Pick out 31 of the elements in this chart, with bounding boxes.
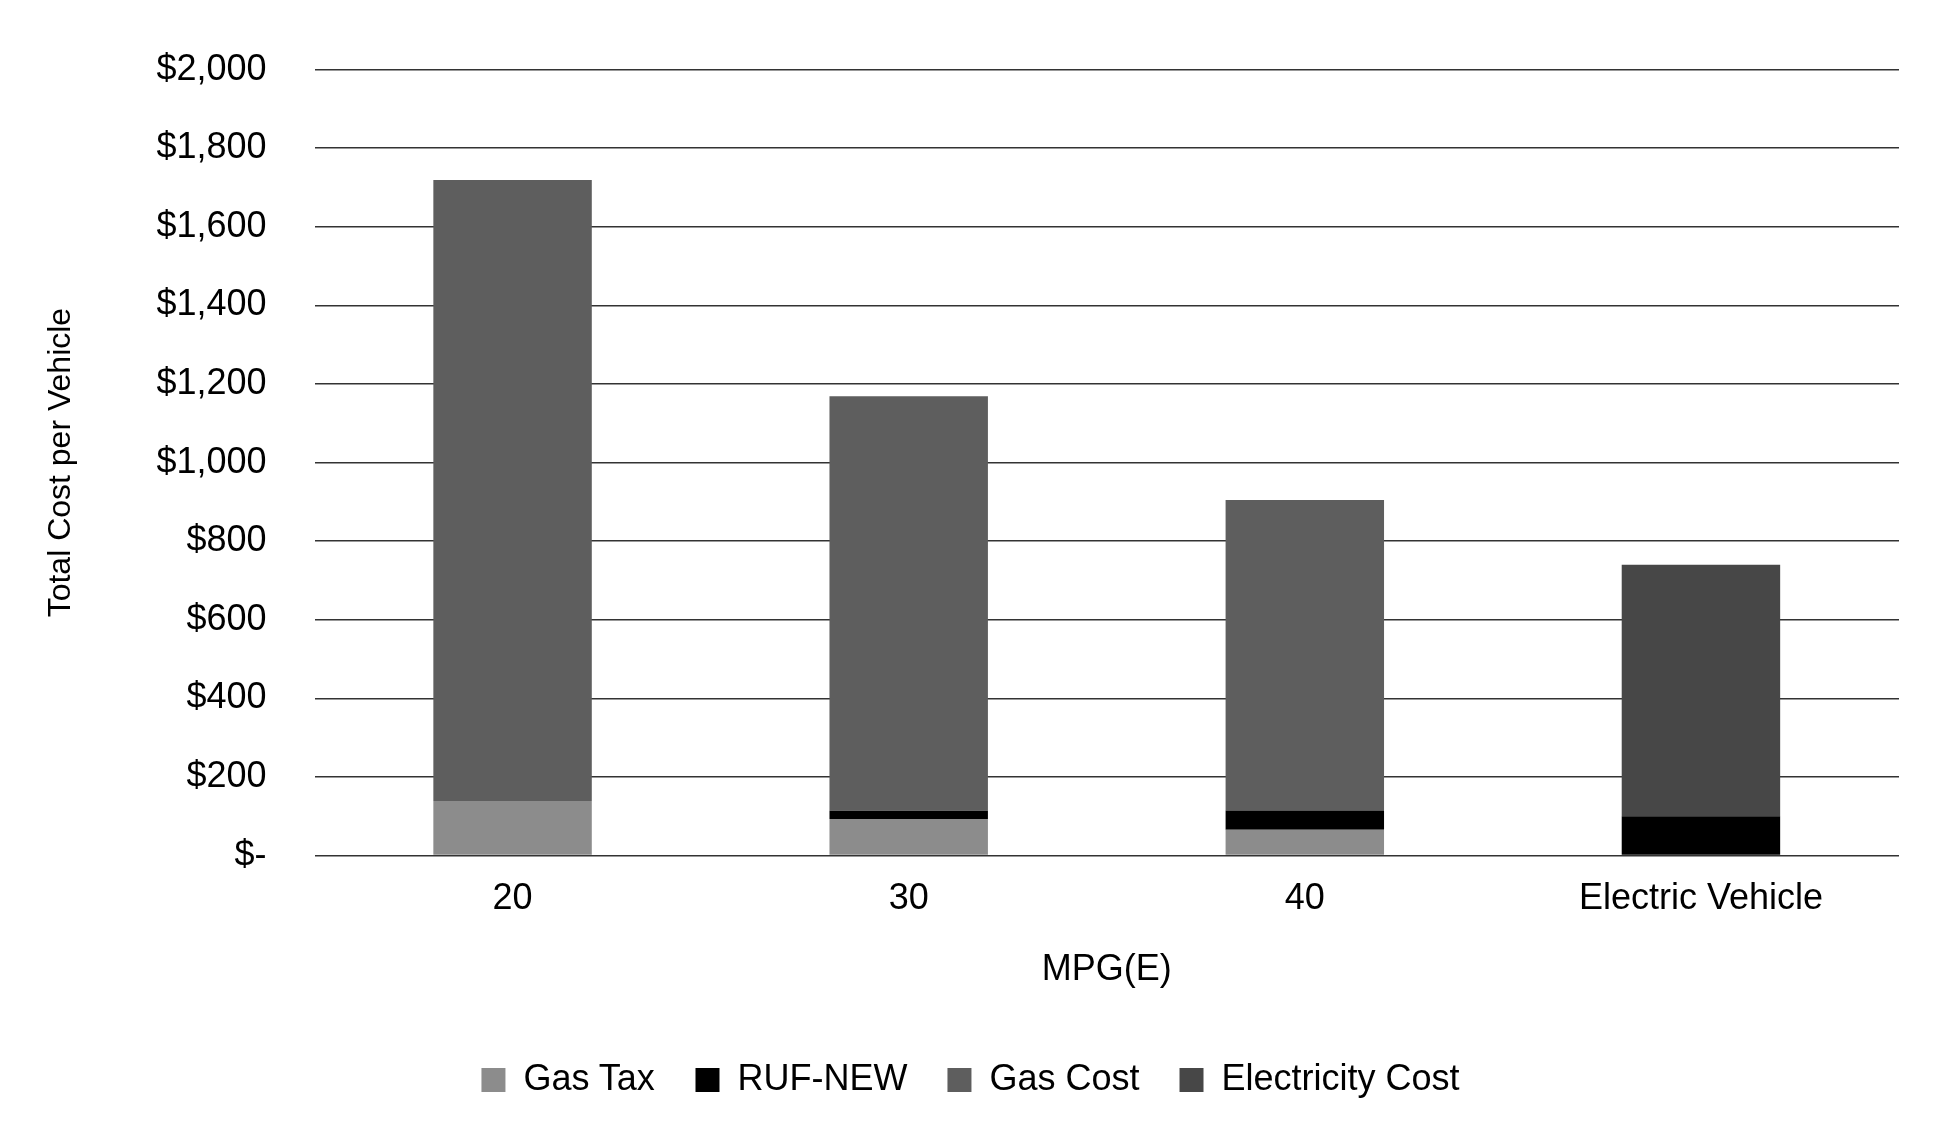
y-tick-label: $600 [186,596,267,638]
y-tick-label: $1,600 [156,203,267,245]
bar [1621,816,1781,855]
x-tick-label: Electric Vehicle [1578,876,1823,918]
y-tick-label: $1,400 [156,282,267,324]
bar [1621,564,1781,817]
x-tick-label: 40 [1284,876,1325,918]
bar [829,810,988,820]
x-tick-label: 30 [888,876,929,918]
y-tick-label: $800 [186,518,267,560]
legend-label: RUF-NEW [737,1056,908,1098]
y-tick-label: $1,000 [156,439,267,481]
bar [1225,499,1385,811]
bar [1225,829,1385,855]
bar [433,180,592,801]
x-tick-label: 20 [492,876,533,918]
y-tick-label: $400 [186,675,267,717]
y-tick-label: $- [234,832,267,874]
y-axis-title: Total Cost per Vehicle [41,307,78,618]
legend-label: Gas Cost [989,1056,1140,1098]
y-tick-label: $1,200 [156,360,267,402]
bar [829,396,988,811]
y-tick-label: $200 [186,753,267,795]
x-axis-title: MPG(E) [1041,947,1172,989]
bar [1225,810,1385,830]
legend-label: Electricity Cost [1221,1056,1460,1098]
legend-label: Gas Tax [523,1056,655,1098]
y-tick-label: $1,800 [156,125,267,167]
bar [433,800,592,855]
bar [829,819,988,855]
y-tick-label: $2,000 [156,46,267,88]
